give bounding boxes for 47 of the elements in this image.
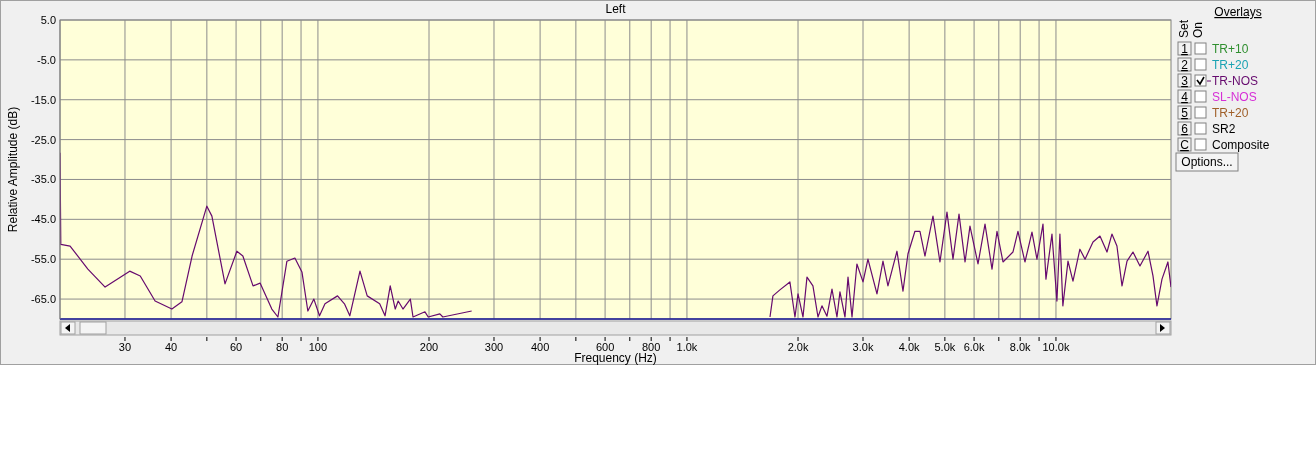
x-tick-label: 800: [642, 341, 661, 353]
x-tick-label: 1.0k: [676, 341, 698, 353]
y-tick-label: -35.0: [30, 173, 56, 186]
x-tick-label: 200: [419, 341, 439, 353]
y-axis-title: Relative Amplitude (dB): [6, 106, 20, 233]
set-button: 1: [1177, 41, 1192, 56]
y-tick-label: -45.0: [30, 213, 56, 226]
y-tick-label: -55.0: [30, 253, 56, 266]
y-tick-label: -25.0: [30, 133, 56, 146]
set-button: C: [1177, 137, 1192, 152]
x-tick-label: 3.0k: [852, 341, 874, 353]
set-button: 2: [1177, 57, 1192, 72]
text: On: [1191, 21, 1205, 38]
y-tick-label: -5.0: [37, 53, 56, 66]
text: SR2: [1212, 122, 1236, 136]
options-button: Options...: [1175, 152, 1239, 172]
x-tick-label: 80: [276, 341, 289, 353]
y-tick-label: 5.0: [40, 14, 56, 26]
x-tick-label: 6.0k: [963, 341, 985, 353]
x-axis-title: Frequency (Hz): [574, 351, 657, 365]
set-button: 4: [1177, 89, 1192, 104]
set-button: 6: [1177, 121, 1192, 136]
x-tick-label: 8.0k: [1009, 341, 1032, 353]
x-tick-label: 30: [118, 341, 132, 353]
x-tick-label: 60: [229, 341, 243, 353]
x-tick-label: 10.0k: [1042, 341, 1070, 353]
x-tick-label: 300: [484, 341, 504, 353]
x-tick-label: 4.0k: [898, 341, 921, 353]
text: Set: [1177, 19, 1191, 38]
x-tick-label: 40: [164, 341, 178, 353]
x-tick-label: 600: [595, 341, 615, 353]
x-tick-label: 5.0k: [934, 341, 956, 353]
y-tick-label: -15.0: [30, 93, 56, 106]
chart-title: Left: [605, 2, 627, 16]
text: TR+20: [1212, 58, 1249, 72]
x-tick-label: 400: [530, 341, 550, 353]
set-button: 5: [1177, 105, 1192, 120]
text: SL-NOS: [1212, 90, 1257, 104]
y-tick-label: -65.0: [30, 293, 56, 306]
text: TR+10: [1212, 42, 1249, 56]
x-tick-label: 2.0k: [787, 341, 809, 353]
legend-label: TR-NOS: [1212, 74, 1258, 88]
text: TR+20: [1212, 106, 1249, 120]
text: Composite: [1212, 138, 1270, 152]
x-tick-label: 100: [308, 341, 328, 353]
legend-title: Overlays: [1214, 5, 1262, 19]
set-button: 3: [1177, 73, 1192, 88]
